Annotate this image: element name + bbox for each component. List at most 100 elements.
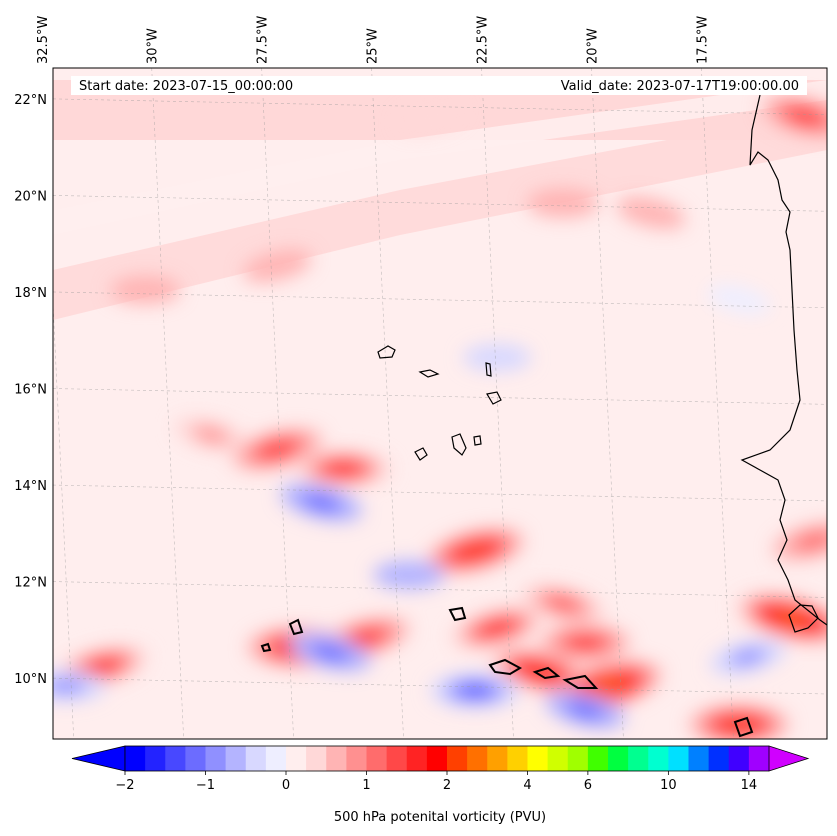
colorbar-swatch xyxy=(648,746,669,771)
pv-anomaly xyxy=(548,597,578,611)
cape-verde-brava xyxy=(414,447,428,461)
pv-anomaly xyxy=(398,100,465,132)
pv-anomaly xyxy=(331,463,356,474)
meridian-line xyxy=(371,68,404,739)
colorbar-swatch xyxy=(547,746,569,771)
colorbar-swatch xyxy=(728,746,750,771)
colorbar-swatch xyxy=(225,746,247,771)
pv-anomaly xyxy=(243,249,312,282)
colorbar-swatch xyxy=(366,746,388,771)
contour-3 xyxy=(562,674,599,689)
meridian-line xyxy=(591,68,624,739)
pv-anomalies xyxy=(53,95,827,739)
colorbar-swatch xyxy=(447,746,468,771)
pv-anomaly xyxy=(373,560,446,590)
longitude-label: 22.5°W xyxy=(476,16,491,64)
date-label-background xyxy=(71,76,807,95)
pv-anomaly xyxy=(262,442,293,457)
longitude-label: 30°W xyxy=(146,28,161,64)
coastlines xyxy=(377,94,827,633)
colorbar-swatch xyxy=(567,746,589,771)
map-panel: Start date: 2023-07-15_00:00:00 Valid_da… xyxy=(52,67,828,740)
latitude-label: 22°N xyxy=(14,93,47,108)
start-date-label: Start date: 2023-07-15_00:00:00 xyxy=(79,79,293,94)
longitude-label: 27.5°W xyxy=(256,16,271,64)
map-frame xyxy=(52,67,828,740)
colorbar-tick-label: 1 xyxy=(362,778,370,793)
colorbar-swatch xyxy=(688,746,710,771)
colorbar-tick-label: 0 xyxy=(282,778,290,793)
latitude-label: 16°N xyxy=(14,383,47,398)
cape-verde-santiago xyxy=(451,433,467,456)
pv-anomaly xyxy=(460,684,491,697)
pv-anomaly xyxy=(596,680,619,692)
cape-verde-fogo xyxy=(473,435,482,446)
colorbar-swatch xyxy=(245,746,267,771)
pv-anomaly xyxy=(707,285,771,315)
pv-anomaly xyxy=(53,677,87,694)
colorbar-swatch xyxy=(286,746,307,771)
cape-verde-saolubre xyxy=(485,362,492,377)
cape-verde-sal xyxy=(377,345,396,359)
pv-anomaly xyxy=(350,630,380,645)
colorbar-swatch xyxy=(265,746,287,771)
latitude-label: 20°N xyxy=(14,189,47,204)
pv-anomaly xyxy=(300,492,342,513)
colorbar-tick-label: 4 xyxy=(523,778,531,793)
colorbar-swatch xyxy=(185,746,206,771)
latitude-label: 10°N xyxy=(14,672,47,687)
pv-anomaly xyxy=(527,188,600,218)
colorbar-swatch xyxy=(346,746,367,771)
pv-anomaly xyxy=(728,648,767,666)
colorbar-swatch xyxy=(527,746,549,771)
colorbar-swatch xyxy=(426,746,448,771)
graticule xyxy=(53,68,827,739)
colorbar-tick-label: −2 xyxy=(115,778,134,793)
meridian-line xyxy=(53,297,75,739)
pv-anomaly xyxy=(192,426,230,444)
contour-2 xyxy=(532,666,561,680)
colorbar-swatch xyxy=(487,746,508,771)
colorbar-swatch xyxy=(628,746,649,771)
latitude-tick-labels: 22°N 20°N 18°N 16°N 14°N 12°N 10°N xyxy=(14,93,47,687)
colorbar-swatch xyxy=(326,746,347,771)
longitude-label: 17.5°W xyxy=(695,16,710,64)
colorbar-tick-label: 10 xyxy=(660,778,677,793)
colorbar-swatch xyxy=(406,746,428,771)
colorbar-tick-label: 14 xyxy=(741,778,758,793)
longitude-label: 25°W xyxy=(366,28,381,64)
colorbar-swatch xyxy=(708,746,730,771)
pv-anomaly xyxy=(485,622,509,634)
colorbar-label: 500 hPa potenital vorticity (PVU) xyxy=(334,810,546,825)
pv-anomaly xyxy=(89,661,114,673)
pv-anomaly xyxy=(463,344,532,372)
colorbar-swatch xyxy=(467,746,488,771)
pv-anomaly xyxy=(309,642,351,662)
latitude-label: 14°N xyxy=(14,479,47,494)
africa-coastline xyxy=(740,94,827,626)
contour-5 xyxy=(448,606,467,622)
contour-6 xyxy=(733,716,754,738)
colorbar-swatch xyxy=(748,746,770,771)
longitude-label: 20°W xyxy=(585,28,600,64)
pv-anomaly xyxy=(462,545,488,557)
map-background xyxy=(53,68,827,739)
colorbar-swatch xyxy=(205,746,227,771)
pv-anomaly xyxy=(793,531,827,551)
bissagos-islands xyxy=(788,604,819,633)
colorbar-swatch xyxy=(165,746,186,771)
colorbar-tick-label: −1 xyxy=(196,778,215,793)
colorbar-swatch xyxy=(386,746,408,771)
colorbar: −2 −1 0 1 2 4 6 10 14 xyxy=(71,745,810,793)
contour-7 xyxy=(260,642,272,653)
colorbar-swatch xyxy=(145,746,166,771)
weak-band-diagonal xyxy=(53,80,827,235)
colorbar-swatch xyxy=(587,746,609,771)
colorbar-swatch xyxy=(608,746,629,771)
pv-anomaly xyxy=(570,636,601,649)
meridian-line xyxy=(701,68,734,739)
pv-anomaly xyxy=(616,196,686,229)
meridian-line xyxy=(481,68,514,739)
pv-anomaly xyxy=(782,613,802,623)
